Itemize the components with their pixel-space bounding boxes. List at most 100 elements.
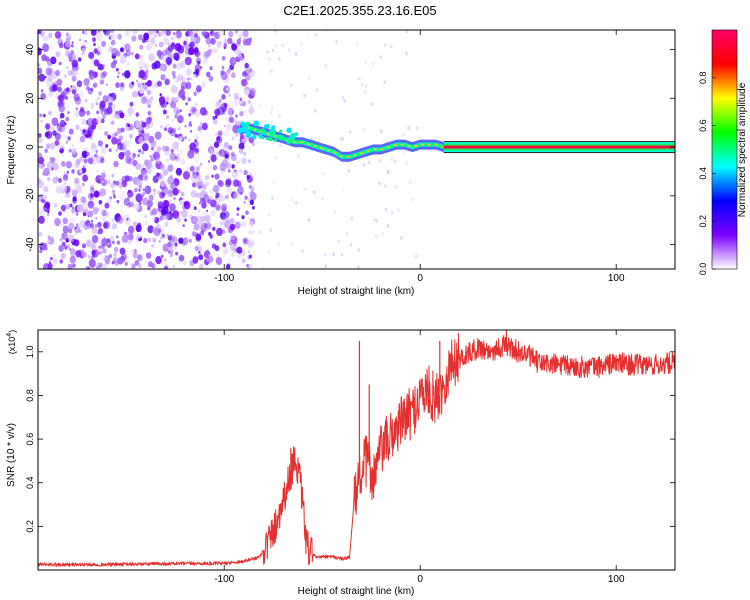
noise-blob [124, 149, 131, 158]
noise-blob [178, 136, 183, 142]
track-blob [270, 130, 276, 136]
noise-blob [148, 53, 155, 62]
noise-blob [98, 240, 103, 247]
noise-blob [45, 143, 51, 149]
noise-blob [155, 256, 162, 265]
noise-blob [71, 144, 75, 148]
noise-blob [86, 110, 91, 116]
noise-blob [131, 81, 135, 85]
colorbar-tick-label: 0.2 [698, 215, 708, 228]
noise-blob [160, 236, 164, 240]
noise-blob [61, 232, 68, 240]
noise-blob [71, 59, 79, 68]
noise-blob [93, 190, 100, 198]
noise-blob [81, 47, 87, 55]
noise-blob [76, 80, 83, 88]
noise-blob [215, 257, 223, 265]
noise-blob [88, 259, 96, 268]
noise-blob [52, 176, 58, 184]
noise-speck [314, 32, 317, 37]
noise-speck [415, 254, 418, 258]
noise-blob [127, 202, 132, 208]
noise-blob [153, 188, 156, 193]
noise-blob [154, 131, 162, 140]
noise-blob [219, 181, 224, 187]
noise-blob [140, 71, 148, 81]
noise-blob [192, 182, 197, 188]
noise-blob [121, 234, 129, 243]
noise-blob [164, 221, 169, 227]
noise-blob [47, 68, 55, 77]
noise-blob [144, 185, 152, 195]
noise-blob [174, 76, 180, 84]
noise-blob [188, 47, 195, 56]
noise-blob [93, 48, 99, 54]
noise-blob [64, 245, 68, 250]
snr-frame [37, 329, 676, 571]
noise-blob [44, 201, 51, 209]
noise-blob [90, 186, 95, 193]
noise-blob [142, 168, 145, 171]
noise-blob [177, 45, 185, 54]
noise-blob [117, 33, 122, 40]
noise-blob [87, 88, 93, 95]
y-tick-label: 40 [25, 44, 36, 56]
noise-blob [117, 142, 124, 151]
noise-blob [174, 242, 178, 247]
noise-blob [230, 243, 237, 252]
noise-blob [91, 227, 98, 234]
noise-blob [66, 32, 69, 37]
noise-speck [397, 208, 400, 212]
noise-blob [221, 65, 225, 70]
noise-blob [165, 157, 170, 163]
noise-blob [179, 199, 184, 205]
noise-blob [249, 87, 256, 96]
noise-speck [274, 30, 277, 33]
noise-blob [90, 30, 97, 36]
noise-speck [297, 154, 300, 158]
noise-blob [243, 201, 246, 204]
noise-blob [190, 130, 193, 133]
noise-blob [80, 196, 87, 204]
noise-blob [208, 44, 211, 48]
noise-blob [159, 63, 166, 72]
noise-blob [175, 30, 182, 39]
noise-speck [337, 239, 341, 244]
noise-speck [267, 213, 271, 217]
noise-blob [151, 216, 156, 222]
colorbar-gradient [712, 30, 737, 269]
noise-speck [278, 57, 281, 61]
noise-blob [148, 194, 154, 201]
noise-blob [199, 130, 202, 133]
noise-blob [159, 99, 166, 107]
noise-blob [94, 223, 99, 228]
noise-blob [192, 107, 197, 113]
noise-blob [153, 192, 156, 195]
noise-blob [185, 81, 192, 90]
noise-blob [234, 96, 239, 102]
noise-blob [100, 172, 106, 179]
noise-blob [100, 209, 104, 213]
noise-blob [116, 240, 121, 245]
noise-blob [103, 222, 108, 229]
noise-blob [48, 85, 55, 92]
noise-speck [303, 94, 306, 98]
noise-blob [81, 150, 88, 159]
noise-speck [387, 171, 390, 175]
noise-blob [194, 33, 197, 38]
noise-blob [106, 106, 113, 115]
noise-blob [164, 258, 167, 262]
noise-blob [210, 154, 217, 163]
noise-blob [143, 238, 148, 244]
noise-blob [248, 184, 252, 189]
noise-blob [145, 160, 153, 170]
noise-blob [47, 75, 53, 82]
noise-blob [132, 152, 137, 158]
noise-blob [46, 161, 54, 170]
noise-blob [243, 88, 250, 97]
noise-blob [186, 77, 190, 81]
noise-blob [71, 41, 74, 44]
noise-blob [175, 156, 178, 160]
noise-blob [95, 116, 103, 125]
noise-blob [201, 223, 204, 226]
